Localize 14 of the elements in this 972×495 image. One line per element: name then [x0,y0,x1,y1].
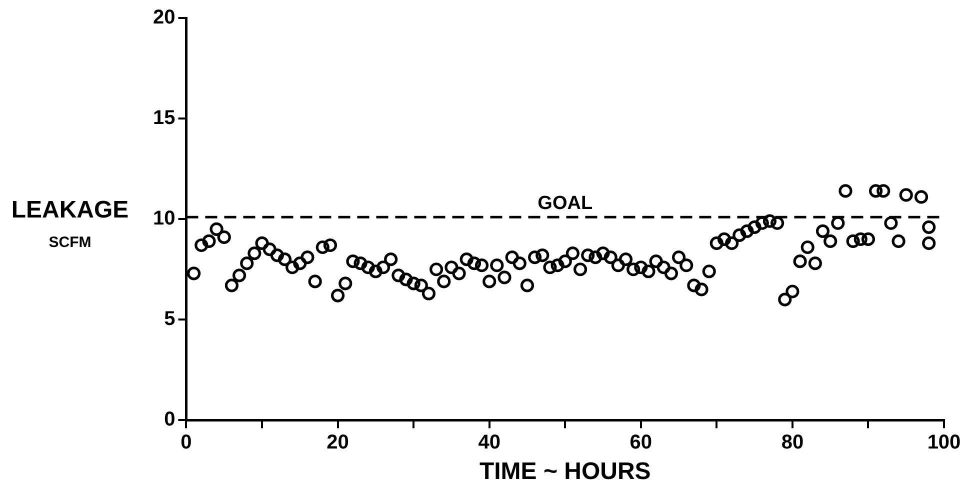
y-axis-title: LEAKAGE SCFM [11,196,129,252]
x-tick-label: 60 [630,432,652,454]
y-tick-label: 10 [152,208,176,230]
x-tick-label: 0 [180,432,192,454]
y-tick-label: 5 [164,308,176,330]
x-axis-title: TIME ~ HOURS [479,458,651,486]
x-tick-label: 100 [927,432,961,454]
x-tick-label: 40 [478,432,500,454]
y-tick-label: 15 [152,107,176,130]
y-tick-label: 20 [152,6,176,29]
x-tick-label: 20 [326,432,349,454]
ref-line-label: GOAL [538,192,593,214]
x-tick-label: 80 [781,432,804,454]
y-tick-label: 0 [164,408,176,431]
